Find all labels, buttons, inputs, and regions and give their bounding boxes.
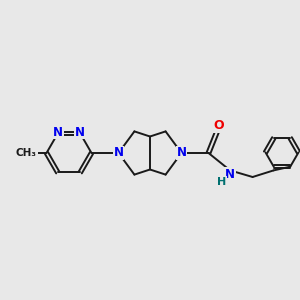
Text: H: H [217,177,226,187]
Text: O: O [214,119,224,133]
Text: N: N [75,125,85,139]
Text: N: N [53,125,63,139]
Text: CH₃: CH₃ [16,148,37,158]
Text: N: N [176,146,187,160]
Text: N: N [113,146,124,160]
Text: N: N [225,168,235,182]
